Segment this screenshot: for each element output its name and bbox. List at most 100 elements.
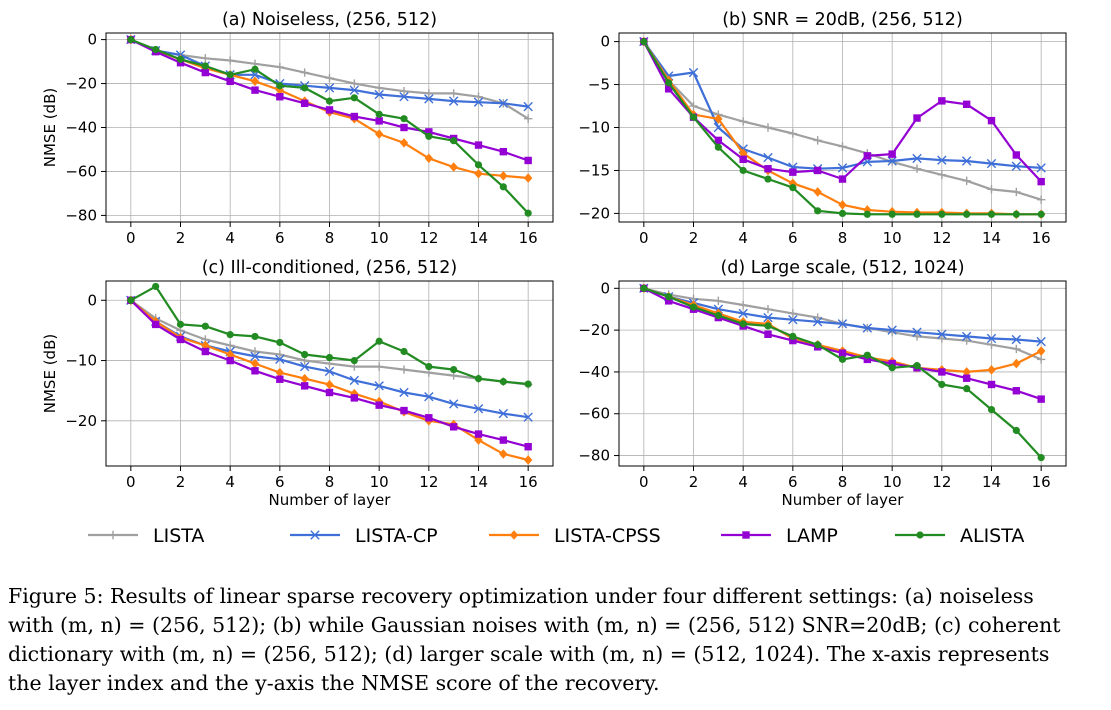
data-point-alista: [350, 356, 358, 365]
data-point-lamp: [938, 368, 946, 376]
data-point-lista-cpss: [424, 153, 434, 164]
data-point-lista-cp: [498, 408, 509, 419]
x-tick-label: 10: [370, 229, 389, 247]
data-point-alista: [450, 365, 458, 374]
data-point-alista: [838, 209, 847, 218]
legend-label: ALISTA: [960, 525, 1024, 547]
data-point-lista: [738, 117, 748, 126]
data-point-lista: [275, 62, 285, 72]
y-tick-label: 0: [600, 33, 610, 51]
x-tick-label: 0: [126, 229, 136, 247]
data-point-lamp: [151, 320, 160, 329]
x-tick-label: 16: [1032, 473, 1051, 491]
data-point-lista: [788, 129, 798, 138]
data-point-alista: [375, 337, 383, 345]
legend-marker: [108, 530, 118, 540]
data-point-alista: [425, 362, 433, 371]
x-tick-label: 12: [932, 473, 951, 491]
data-point-alista: [400, 115, 408, 123]
data-point-alista: [814, 341, 822, 349]
data-point-alista: [640, 37, 648, 46]
data-point-lista: [1036, 355, 1046, 364]
data-point-lista-cp: [349, 375, 360, 386]
x-tick-label: 10: [370, 473, 389, 491]
x-tick-label: 16: [519, 473, 538, 491]
data-point-lista-cpss: [250, 76, 260, 87]
data-point-alista: [400, 347, 408, 356]
data-point-lista-cp: [688, 67, 699, 78]
y-tick-label: 0: [87, 291, 97, 309]
data-point-lista-cpss: [474, 435, 483, 445]
data-point-alista: [1037, 454, 1045, 462]
data-point-lista-cp: [324, 366, 335, 377]
data-point-lista-cp: [738, 308, 748, 319]
data-point-lista-cp: [250, 351, 260, 362]
data-point-alista: [764, 322, 772, 330]
data-point-lamp: [474, 141, 483, 149]
x-tick-label: 14: [469, 229, 488, 247]
data-point-lamp: [375, 117, 383, 125]
legend-label: LISTA-CPSS: [554, 525, 661, 547]
data-point-lista: [1012, 344, 1021, 354]
data-point-lista: [424, 89, 434, 98]
x-tick-label: 8: [325, 473, 335, 491]
data-point-lamp: [300, 99, 309, 108]
y-tick-label: −40: [65, 119, 97, 137]
data-point-lamp: [863, 152, 872, 160]
legend-entry-lamp: LAMP: [721, 525, 838, 547]
y-tick-label: −10: [578, 119, 610, 137]
x-tick-label: 4: [738, 229, 748, 247]
data-point-alista: [789, 332, 797, 340]
data-point-lista-cpss: [962, 367, 971, 377]
figure-caption: Figure 5: Results of linear sparse recov…: [8, 582, 1106, 698]
data-point-lista-cpss: [325, 379, 334, 390]
data-point-alista: [474, 161, 483, 169]
data-point-lista-cp: [837, 163, 848, 173]
y-tick-label: −15: [578, 161, 610, 179]
data-point-lista-cpss: [813, 187, 822, 197]
data-point-alista: [176, 320, 185, 328]
data-point-lista: [225, 341, 235, 350]
data-point-alista: [301, 84, 309, 92]
data-point-alista: [201, 62, 209, 70]
data-point-lista-cp: [1036, 163, 1046, 173]
data-point-lista-cp: [424, 94, 434, 104]
data-point-alista: [276, 82, 284, 90]
data-point-lamp: [1037, 177, 1045, 186]
data-point-lista-cp: [986, 333, 997, 344]
data-point-lista-cp: [523, 101, 533, 112]
x-tick-label: 4: [738, 473, 748, 491]
data-point-lista-cpss: [987, 365, 996, 375]
data-point-lista: [937, 170, 947, 179]
y-axis-label: NMSE (dB): [41, 88, 59, 167]
data-point-lamp: [838, 175, 847, 183]
data-point-lista: [937, 334, 947, 343]
legend-marker: [742, 531, 750, 539]
data-point-lista: [763, 123, 773, 132]
y-tick-label: 0: [600, 279, 610, 297]
data-point-lista-cp: [448, 399, 459, 409]
chart-panel-3: 0 2 4 6 8 10 12 14 16 0 −10 −20 (c) Ill-conditioned,…: [41, 258, 554, 509]
data-point-alista: [888, 210, 896, 218]
x-tick-label: 10: [883, 473, 902, 491]
data-point-lista-cp: [523, 412, 533, 422]
data-point-lista: [714, 296, 723, 306]
data-point-lista: [987, 185, 996, 194]
data-point-lista: [449, 89, 458, 98]
data-point-lamp: [789, 168, 797, 176]
data-point-lamp: [913, 114, 921, 122]
data-point-lamp: [524, 156, 532, 165]
data-point-lista-cp: [961, 156, 972, 166]
x-tick-label: 16: [1032, 229, 1051, 247]
data-point-lista-cp: [275, 354, 285, 365]
data-point-lamp: [474, 430, 483, 438]
data-point-alista: [987, 405, 996, 414]
y-tick-label: 0: [87, 31, 97, 49]
data-point-lista: [987, 340, 996, 349]
data-point-alista: [714, 143, 722, 151]
y-tick-label: −5: [588, 76, 610, 94]
data-point-alista: [689, 303, 698, 311]
y-tick-label: −60: [65, 162, 97, 180]
data-point-lista-cpss: [838, 200, 847, 210]
y-tick-label: −80: [578, 447, 610, 465]
